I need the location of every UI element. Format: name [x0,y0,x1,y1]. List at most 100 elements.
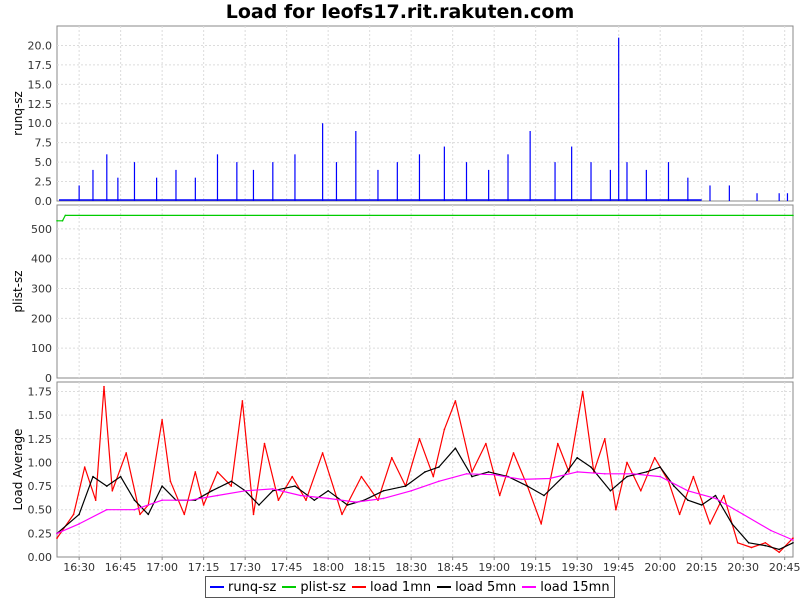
series-load-1mn-point [360,475,363,478]
panel-2-ytick-label: 0.25 [28,527,53,540]
series-load-1mn-point [581,390,584,393]
series-load-1mn-point [72,513,75,516]
panel-1-ylabel: plist-sz [11,270,25,312]
series-load-5mn-point [133,499,136,502]
series-load-1mn-point [83,466,86,468]
series-load-15mn-point [327,497,330,500]
legend-label-load-5mn: load 5mn [455,579,517,595]
series-load-1mn-point [557,442,559,445]
series-load-5mn-point [454,447,457,450]
series-load-1mn-point [792,537,794,539]
series-load-1mn-point [512,452,515,454]
series-load-5mn-point [106,485,108,487]
series-load-1mn-point [498,494,501,497]
series-load-15mn-point [465,473,468,475]
series-load-1mn-point [341,513,343,516]
series-load-15mn-point [576,471,578,473]
series-load-1mn-point [194,471,197,473]
xtick-label: 20:30 [727,561,759,574]
legend-swatch-load-5mn [437,586,452,588]
panel-0-ylabel: runq-sz [11,91,25,136]
panel-0-ytick-label: 0.0 [35,195,53,208]
xtick-label: 18:30 [395,561,427,574]
series-load-1mn-point [640,490,642,492]
series-load-1mn-point [443,428,446,431]
series-load-1mn-point [485,442,487,445]
series-load-15mn-point [631,473,634,475]
series-load-5mn-point [147,513,150,516]
legend-swatch-plist-sz [282,586,297,588]
legend-label-runq-sz: runq-sz [228,579,277,595]
series-load-5mn-point [424,471,426,473]
series-load-15mn-point [299,494,302,497]
series-load-1mn-point [277,499,280,502]
series-load-1mn-point [709,523,711,525]
series-load-5mn-point [258,504,260,506]
panel-0-ytick-label: 2.5 [35,176,53,189]
legend-swatch-load-15mn [522,586,537,588]
xtick-label: 20:45 [769,561,800,574]
series-load-1mn-point [678,513,681,516]
panel-0-ytick-label: 17.5 [28,59,53,72]
series-load-5mn-point [626,475,628,478]
series-load-5mn-point [659,466,661,468]
series-load-15mn-point [604,473,606,475]
xtick-label: 19:45 [603,561,635,574]
series-plist-sz-line [57,214,793,222]
series-load-5mn-point [161,485,163,487]
series-load-5mn-point [313,499,316,502]
series-load-15mn-point [742,513,744,516]
series-plist-sz-point [61,220,64,222]
series-load-15mn-point [493,473,496,476]
xtick-label: 17:00 [146,561,178,574]
legend-item-runq-sz: runq-sz [210,580,276,595]
series-load-1mn-point [723,494,725,497]
panel-2-ylabel: Load Average [11,429,25,511]
series-load-1mn-point [736,542,739,544]
series-load-1mn-point [291,475,294,478]
series-load-1mn-point [615,508,617,511]
series-load-5mn-point [576,456,578,459]
panel-2-ytick-label: 1.25 [28,433,53,446]
series-load-5mn-line [56,447,794,550]
series-load-5mn-point [673,485,675,487]
series-load-15mn-point [133,508,136,511]
panel-0-ytick-label: 10.0 [28,117,53,130]
panel-1-ytick-label: 300 [31,283,52,296]
series-load-15mn-point [78,523,80,525]
series-load-1mn-point [241,400,244,402]
panel-2-ytick-label: 0.00 [28,551,53,564]
series-load-15mn-point [189,499,191,502]
series-load-15mn-point [382,497,385,500]
series-load-5mn-point [747,542,750,544]
legend-label-load-1mn: load 1mn [370,579,432,595]
series-load-5mn-point [404,485,407,487]
series-load-1mn-point [418,438,421,440]
series-load-5mn-point [211,490,213,492]
legend-swatch-load-1mn [352,586,367,588]
series-load-15mn-point [244,490,246,492]
panel-2-ytick-label: 0.50 [28,504,53,517]
panel-2-ytick-label: 1.50 [28,409,53,422]
series-load-1mn-point [778,551,780,554]
series-load-5mn-point [526,485,529,487]
xtick-label: 18:45 [437,561,469,574]
panel-0-ytick-label: 7.5 [35,137,53,150]
legend-item-plist-sz: plist-sz [282,580,346,595]
series-load-15mn-point [216,494,219,497]
series-load-5mn-point [230,480,233,483]
series-load-5mn-point [438,466,440,468]
legend-label-plist-sz: plist-sz [300,579,347,595]
xtick-label: 20:00 [644,561,676,574]
series-load-15mn-point [770,529,772,532]
series-load-5mn-point [778,548,780,551]
panel-1-ytick-label: 0 [45,372,52,385]
xtick-label: 17:45 [271,561,303,574]
series-load-1mn-point [183,513,186,516]
panel-1-ytick-label: 200 [31,312,52,325]
series-load-1mn-point [94,499,97,502]
series-load-5mn-point [382,490,385,492]
panel-0-ytick-label: 15.0 [28,78,53,91]
series-load-1mn-point [202,504,205,506]
series-load-1mn-point [161,419,163,421]
